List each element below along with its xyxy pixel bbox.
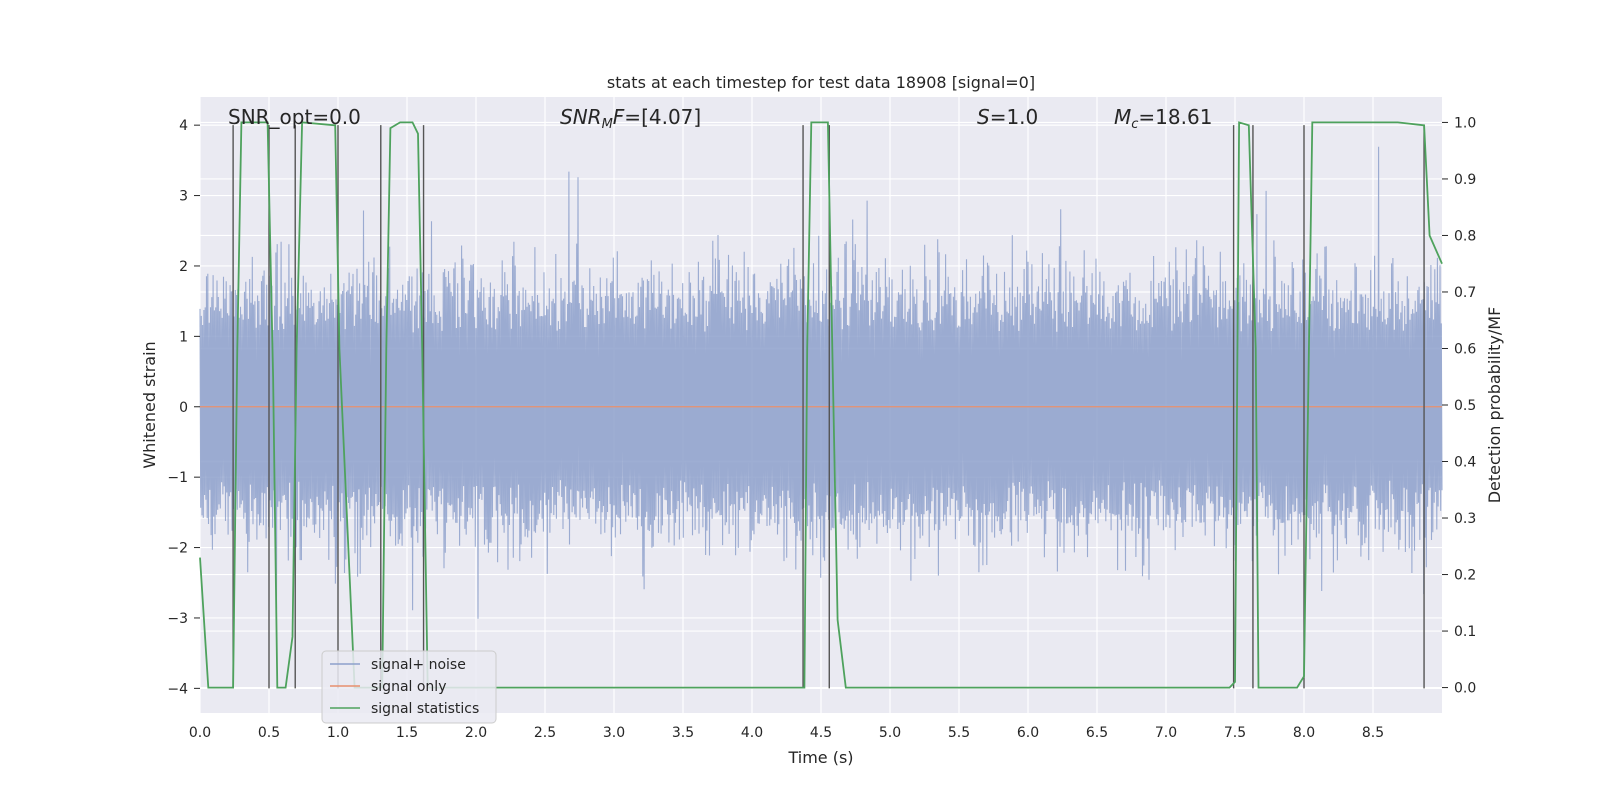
y2-tick-label: 0.1 [1454, 624, 1476, 640]
vertical-markers [232, 125, 1425, 689]
annotation-snr-mf: SNRMF=[4.07] [560, 105, 701, 132]
y2-tick-label: 0.5 [1454, 398, 1476, 414]
x-axis-ticks: 0.0 0.5 1.0 1.5 2.0 2.5 3.0 3.5 4.0 4.5 5.0 5.5 6.0 6… [189, 725, 1384, 741]
y2-tick-label: 0.9 [1454, 172, 1476, 188]
x-tick-label: 1.5 [396, 725, 418, 741]
y2-tick-label: 1.0 [1454, 115, 1476, 131]
noise-line [199, 146, 1443, 619]
chart-title: stats at each timestep for test data 189… [607, 73, 1035, 92]
y2-tick-label: 0.8 [1454, 228, 1476, 244]
annotation-mc: Mc=18.61 [1114, 105, 1212, 132]
x-tick-label: 4.0 [741, 725, 763, 741]
y2-tick-label: 0.0 [1454, 681, 1476, 697]
x-tick-label: 6.5 [1086, 725, 1108, 741]
x-tick-label: 6.0 [1017, 725, 1039, 741]
x-tick-label: 3.0 [603, 725, 625, 741]
x-tick-label: 0.5 [258, 725, 280, 741]
y2-tick-label: 0.7 [1454, 285, 1476, 301]
y2-tick-label: 0.4 [1454, 455, 1476, 471]
x-tick-label: 8.5 [1362, 725, 1384, 741]
statistics-series [199, 121, 1443, 689]
x-tick-label: 7.5 [1224, 725, 1246, 741]
y-tick-label: 0 [179, 400, 188, 416]
x-axis-label: Time (s) [787, 748, 853, 767]
y-tick-label: 1 [179, 329, 188, 345]
y-axis-ticks: 4 3 2 1 0 −1 −2 −3 −4 [167, 118, 200, 697]
legend: signal+ noise signal only signal statist… [321, 650, 497, 724]
x-tick-label: 1.0 [327, 725, 349, 741]
x-tick-label: 7.0 [1155, 725, 1177, 741]
annotation-snr-opt: SNR_opt=0.0 [228, 105, 361, 129]
y-axis-label: Whitened strain [140, 341, 159, 468]
y2-tick-label: 0.3 [1454, 511, 1476, 527]
y-tick-label: −4 [167, 681, 188, 697]
y-tick-label: 4 [179, 118, 188, 134]
legend-box [321, 650, 497, 724]
y-tick-label: −2 [167, 541, 188, 557]
y2-tick-label: 0.6 [1454, 341, 1476, 357]
y2-tick-label: 0.2 [1454, 568, 1476, 584]
statistics-line [199, 121, 1443, 689]
legend-label-signal: signal only [371, 679, 446, 695]
y-tick-label: −3 [167, 611, 188, 627]
x-tick-label: 3.5 [672, 725, 694, 741]
x-tick-label: 5.0 [879, 725, 901, 741]
legend-label-stats: signal statistics [371, 701, 479, 717]
y2-axis-ticks: 1.0 0.9 0.8 0.7 0.6 0.5 0.4 0.3 0.2 0.1 0.0 [1442, 115, 1476, 697]
y-tick-label: 3 [179, 189, 188, 205]
y-tick-label: 2 [179, 259, 188, 275]
y-tick-label: −1 [167, 470, 188, 486]
x-tick-label: 8.0 [1293, 725, 1315, 741]
x-tick-label: 2.0 [465, 725, 487, 741]
y2-axis-label: Detection probability/MF [1485, 307, 1504, 504]
x-tick-label: 2.5 [534, 725, 556, 741]
annotation-s: S=1.0 [977, 105, 1038, 129]
x-tick-label: 5.5 [948, 725, 970, 741]
x-tick-label: 0.0 [189, 725, 211, 741]
noise-series [199, 146, 1443, 619]
x-tick-label: 4.5 [810, 725, 832, 741]
legend-label-noise: signal+ noise [371, 657, 466, 673]
